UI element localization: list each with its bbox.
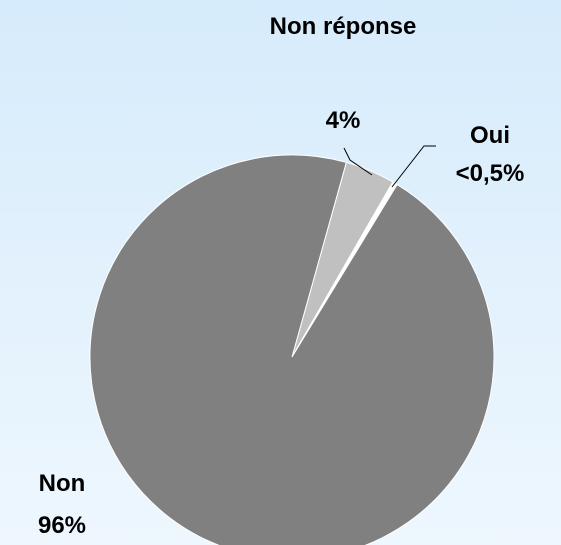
leader-line (343, 147, 373, 176)
value-label: 4% (325, 107, 361, 134)
pie-slice (89, 154, 495, 545)
value-label: 96% (37, 512, 87, 539)
value-label: <0,5% (455, 160, 525, 187)
category-label: Non (38, 470, 86, 497)
slices (89, 154, 495, 545)
leader-line (391, 145, 436, 188)
category-label: Oui (470, 122, 510, 149)
category-label: Non réponse (269, 13, 417, 40)
